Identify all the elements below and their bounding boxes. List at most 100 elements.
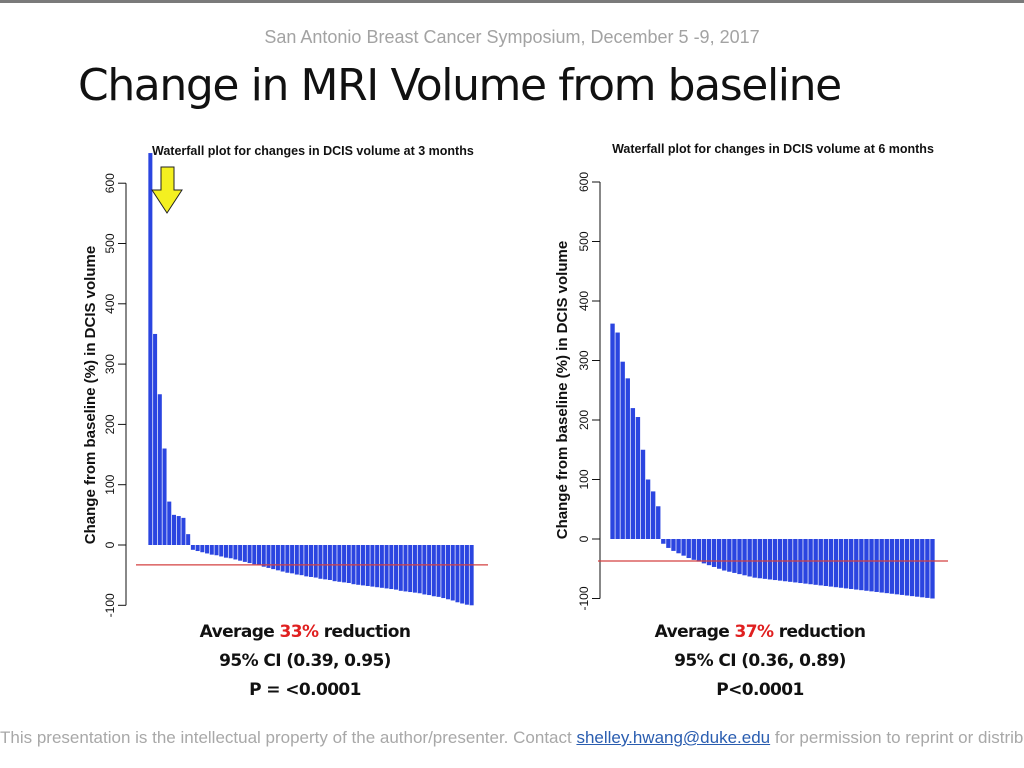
y-tick-label: 400 (103, 293, 117, 313)
bar (195, 545, 200, 552)
bar (818, 539, 823, 586)
bar (849, 539, 854, 589)
conference-header: San Antonio Breast Cancer Symposium, Dec… (264, 27, 760, 47)
bar (313, 545, 318, 578)
stats-3-months: Average 33% reduction 95% CI (0.39, 0.95… (150, 618, 460, 705)
y-tick-label: 400 (577, 291, 591, 311)
y-tick-label: 600 (103, 173, 117, 193)
top-rule (0, 0, 1024, 3)
bar (610, 323, 615, 539)
reduction-percent: 33% (279, 622, 319, 642)
y-axis-label: Change from baseline (%) in DCIS volume (554, 241, 571, 539)
bar (732, 539, 737, 573)
bar (275, 545, 280, 571)
bar (727, 539, 732, 572)
bar (889, 539, 895, 594)
bar (869, 539, 874, 592)
bar (620, 361, 625, 539)
bar (441, 545, 446, 599)
chart-title: Waterfall plot for changes in DCIS volum… (152, 144, 474, 158)
y-tick-label: 300 (577, 350, 591, 370)
y-tick-label: 300 (103, 354, 117, 374)
bar (711, 539, 717, 567)
bar (828, 539, 834, 587)
bar (838, 539, 844, 588)
bar (266, 545, 271, 568)
bar (384, 545, 389, 589)
p-value: P = <0.0001 (249, 680, 361, 700)
bar (823, 539, 829, 587)
bar (223, 545, 228, 558)
bar (879, 539, 884, 593)
y-tick-label: 200 (103, 414, 117, 434)
y-tick-label: 500 (577, 231, 591, 251)
bar (464, 545, 469, 605)
y-tick-label: -100 (577, 586, 591, 610)
bar (242, 545, 247, 562)
bar (696, 539, 702, 562)
bar (446, 545, 451, 600)
bar (398, 545, 403, 591)
bar (408, 545, 413, 593)
bar (909, 539, 915, 597)
bar (337, 545, 342, 582)
bar (706, 539, 712, 566)
bar (777, 539, 783, 581)
bar (247, 545, 252, 564)
bar (171, 514, 176, 545)
bar (214, 545, 219, 556)
average-reduction-line: Average 37% reduction (654, 622, 866, 642)
bar (389, 545, 394, 590)
bar (422, 545, 427, 595)
bar (737, 539, 742, 575)
bar (874, 539, 879, 592)
bar (783, 539, 788, 582)
bar (162, 448, 167, 545)
confidence-interval: 95% CI (0.39, 0.95) (219, 651, 391, 671)
bar (742, 539, 747, 576)
bar (299, 545, 304, 576)
bar (640, 449, 646, 539)
p-value: P<0.0001 (716, 680, 804, 700)
bar (701, 539, 707, 564)
bar (332, 545, 337, 582)
bar (859, 539, 864, 591)
bar (157, 394, 162, 545)
bar (920, 539, 925, 598)
chart-title: Waterfall plot for changes in DCIS volum… (612, 142, 934, 156)
bar (417, 545, 422, 594)
y-tick-label: 200 (577, 410, 591, 430)
bar (691, 539, 696, 560)
bar (899, 539, 905, 595)
bar (752, 539, 757, 578)
bar (925, 539, 930, 598)
bar (403, 545, 408, 592)
bar (757, 539, 762, 579)
y-tick-label: 100 (577, 469, 591, 489)
bar (200, 545, 205, 553)
y-tick-label: 500 (103, 233, 117, 253)
bar (304, 545, 309, 577)
bar (190, 545, 195, 550)
contact-email-link[interactable]: shelley.hwang@duke.edu (576, 728, 771, 747)
bar (656, 506, 661, 539)
yellow-arrow-icon (151, 166, 183, 214)
bar (630, 408, 636, 539)
bar (280, 545, 285, 572)
slide-title: Change in MRI Volume from baseline (78, 60, 842, 111)
bar (238, 545, 243, 561)
bar (772, 539, 778, 581)
bar (854, 539, 859, 590)
bar (450, 545, 455, 601)
bar (257, 545, 262, 566)
bar (327, 545, 332, 580)
bar (271, 545, 276, 570)
waterfall-chart-6-months: Waterfall plot for changes in DCIS volum… (554, 142, 948, 611)
bar (176, 516, 181, 545)
bar (930, 539, 935, 599)
bar (318, 545, 323, 579)
bar (722, 539, 727, 571)
bar (469, 545, 474, 606)
bar (228, 545, 233, 559)
bar (615, 332, 620, 539)
